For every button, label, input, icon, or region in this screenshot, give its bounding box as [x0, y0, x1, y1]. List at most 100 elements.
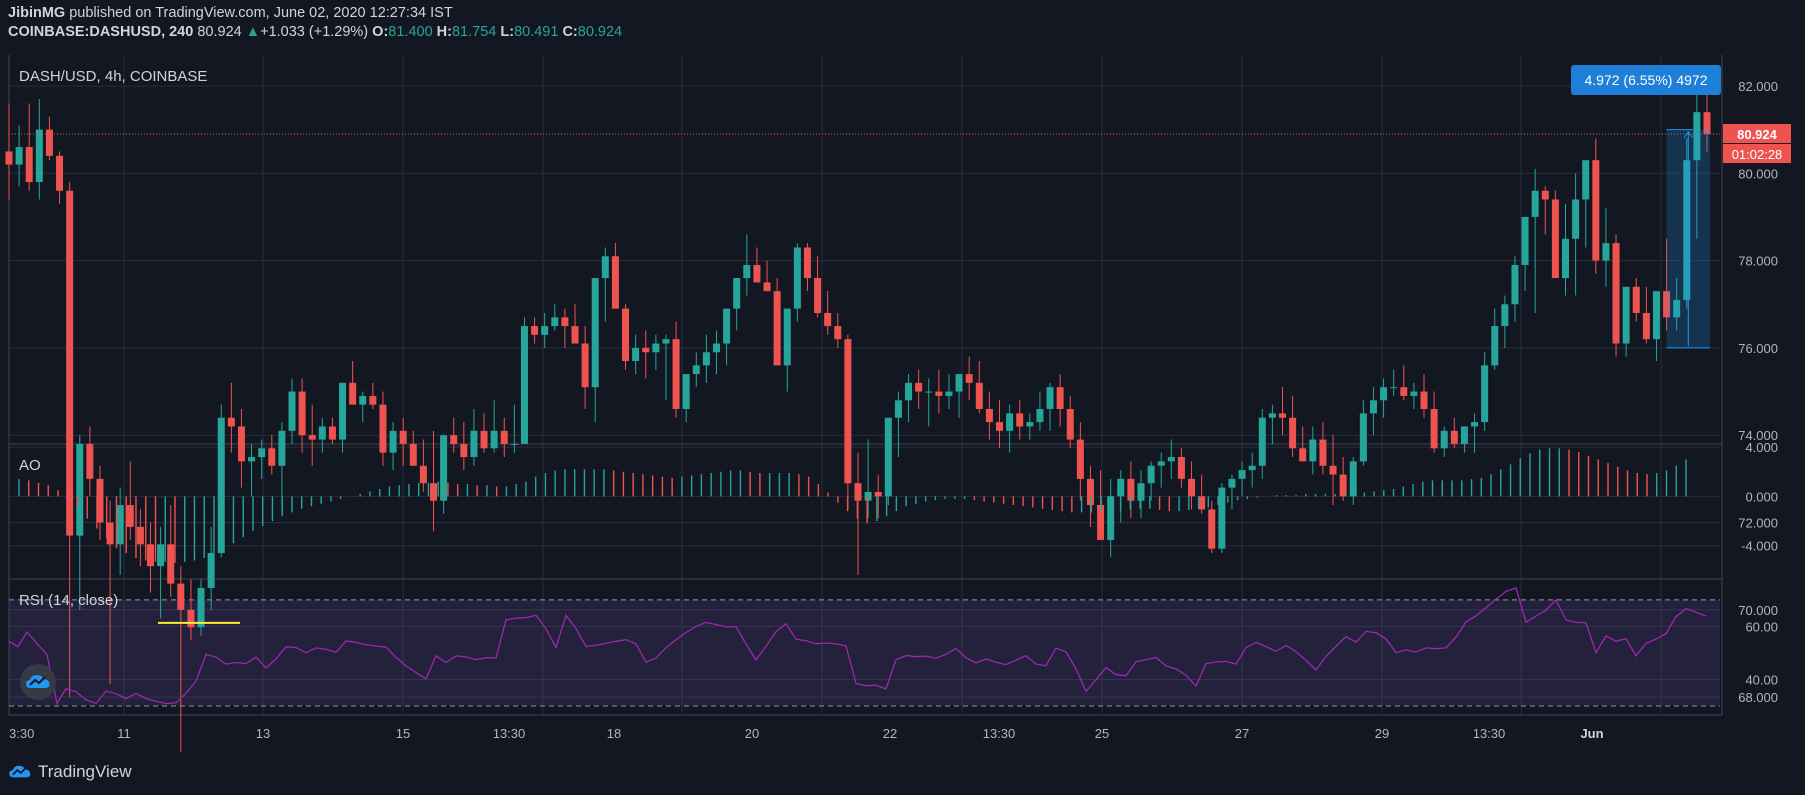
candle-body [1359, 413, 1367, 462]
candle-body [985, 409, 993, 423]
time-tick-label: 13:30 [983, 726, 1016, 741]
candle-body [430, 483, 437, 501]
measure-label: 4.972 (6.55%) 4972 [1585, 72, 1708, 88]
time-tick-label: 15 [396, 726, 410, 741]
candle-body [268, 448, 276, 466]
brand-label[interactable]: TradingView [38, 762, 132, 781]
candle-body [440, 435, 448, 501]
candle-body [1572, 199, 1580, 239]
candle-body [632, 347, 640, 361]
candle-body [157, 544, 165, 567]
candle-body [339, 382, 347, 440]
candle-body [935, 391, 943, 396]
candle-body [1107, 496, 1115, 540]
candle-body [1279, 413, 1286, 418]
candle-body [1400, 387, 1408, 396]
candle-body [1440, 430, 1448, 449]
candle-body [611, 256, 619, 309]
candle-body [692, 365, 700, 375]
candle-body [217, 417, 225, 554]
candle-body [1218, 487, 1226, 549]
candle-body [399, 430, 407, 444]
candle-body [1592, 160, 1600, 261]
candle-body [1420, 391, 1428, 410]
candle-body [601, 256, 609, 279]
candle-body [1117, 478, 1125, 497]
candle-body [147, 544, 154, 567]
candle-body [1390, 387, 1398, 389]
price-tick-label: 72.000 [1738, 516, 1778, 531]
price-tick-label: 82.000 [1738, 79, 1778, 94]
time-tick-label: 25 [1095, 726, 1109, 741]
candle-body [642, 347, 650, 353]
last-price: 80.924 [197, 24, 242, 40]
candle-body [1622, 286, 1630, 344]
candle-body [1167, 457, 1175, 462]
candle-body [874, 491, 882, 497]
candle-body [25, 147, 33, 183]
time-tick-label: 20 [745, 726, 759, 741]
main-chart-title: DASH/USD, 4h, COINBASE [19, 68, 207, 85]
candle-body [197, 587, 205, 628]
candle-body [1521, 216, 1529, 265]
time-tick-label: 29 [1375, 726, 1389, 741]
time-tick-label: 22 [883, 726, 897, 741]
candle-body [1652, 291, 1660, 340]
candle-body [1208, 509, 1216, 549]
candle-body [1309, 439, 1317, 462]
candle-body [864, 491, 872, 501]
publish-line: JibinMG published on TradingView.com, Ju… [8, 4, 622, 23]
rsi-tick-label: 60.00 [1745, 619, 1778, 634]
time-tick-label: Jun [1580, 726, 1603, 741]
candle-body [288, 391, 296, 431]
chart-area[interactable]: 4.972 (6.55%) 4972 DASH/USD, 4h, COINBASE… [0, 52, 1805, 752]
symbol-label[interactable]: COINBASE:DASHUSD, 240 [8, 24, 194, 40]
candle-body [177, 583, 185, 610]
candle-body [844, 339, 852, 484]
candle-body [1612, 243, 1620, 344]
candle-body [1632, 286, 1640, 313]
rsi-tick-label: 40.00 [1745, 672, 1778, 687]
measure-label-box [1571, 65, 1721, 95]
candle-body [520, 326, 528, 444]
candle-body [723, 308, 731, 344]
candle-body [66, 190, 74, 536]
ao-tick-label: 0.000 [1745, 489, 1778, 504]
high-label: H: [436, 24, 452, 40]
candle-body [1036, 409, 1044, 423]
candle-body [1430, 409, 1438, 449]
candle-body [500, 430, 508, 444]
candle-body [1056, 387, 1064, 410]
candle-body [551, 317, 559, 327]
candle-body [1380, 387, 1388, 401]
candle-body [1369, 400, 1377, 414]
candle-body [450, 435, 458, 444]
candle-body [116, 505, 124, 545]
time-tick-label: 13:30 [1473, 726, 1506, 741]
close-label: C: [562, 24, 578, 40]
candle-body [581, 343, 589, 388]
publisher-name[interactable]: JibinMG [8, 5, 66, 21]
candle-body [1137, 483, 1145, 501]
candle-body [328, 426, 336, 440]
candle-body [1238, 470, 1246, 479]
candle-body [5, 151, 13, 165]
candle-body [1703, 112, 1711, 135]
candle-body [773, 291, 781, 366]
candle-body [884, 417, 892, 497]
ohlc-line: COINBASE:DASHUSD, 240 80.924 ▲+1.033 (+1… [8, 23, 622, 42]
candle-body [1450, 430, 1458, 444]
candle-body [1258, 417, 1266, 466]
candle-body [824, 312, 832, 327]
price-tick-label: 80.000 [1738, 166, 1778, 181]
candle-body [945, 391, 953, 396]
tradingview-badge[interactable] [20, 664, 56, 700]
candle-body [763, 282, 771, 292]
open-label: O: [372, 24, 389, 40]
candle-body [207, 553, 215, 588]
candle-body [349, 382, 357, 405]
candle-body [713, 343, 720, 353]
candle-body [834, 326, 842, 340]
ao-tick-label: 4.000 [1745, 440, 1778, 455]
time-tick-label: 18 [607, 726, 621, 741]
